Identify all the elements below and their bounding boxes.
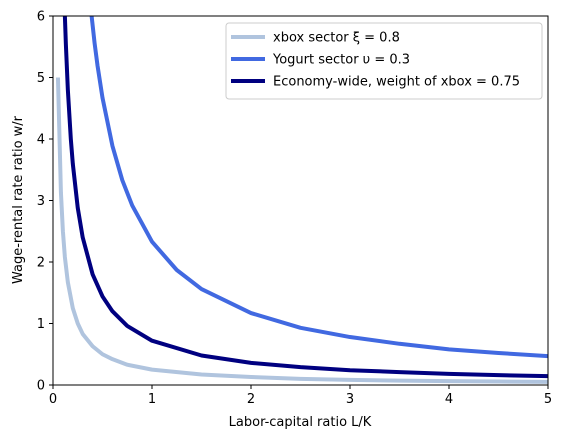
- y-tick-label: 3: [37, 194, 45, 209]
- y-tick-label: 2: [37, 256, 45, 271]
- y-tick-label: 0: [37, 379, 45, 394]
- x-axis-label: Labor-capital ratio L/K: [229, 415, 372, 430]
- series-line-2: [62, 16, 548, 379]
- x-tick-label: 0: [49, 392, 57, 407]
- x-tick-label: 1: [148, 392, 156, 407]
- y-tick-label: 6: [37, 10, 45, 25]
- legend-box: [225, 22, 543, 100]
- legend-label: Economy-wide, weight of xbox = 0.75: [273, 75, 520, 90]
- series-layer: [55, 16, 548, 384]
- y-tick-label: 1: [37, 317, 45, 332]
- y-tick-label: 4: [37, 133, 45, 148]
- legend: xbox sector ξ = 0.8 Yogurt sector υ = 0.3…: [225, 22, 543, 100]
- x-tick-label: 2: [247, 392, 255, 407]
- legend-label: xbox sector ξ = 0.8: [273, 31, 400, 46]
- x-tick-label: 4: [445, 392, 453, 407]
- y-tick-label: 5: [37, 71, 45, 86]
- x-tick-label: 3: [346, 392, 354, 407]
- y-axis-label: Wage-rental rate ratio w/r: [11, 115, 26, 284]
- legend-label: Yogurt sector υ = 0.3: [272, 53, 410, 68]
- y-axis-ticks: 0 1 2 3 4 5 6: [37, 10, 53, 394]
- series-line-1: [89, 16, 548, 359]
- x-tick-label: 5: [544, 392, 552, 407]
- x-axis-ticks: 0 1 2 3 4 5: [49, 385, 552, 407]
- series-line-0: [55, 77, 548, 384]
